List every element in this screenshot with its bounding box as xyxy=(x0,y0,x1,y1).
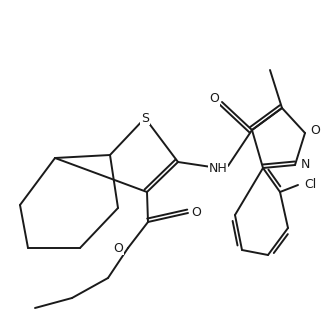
Text: O: O xyxy=(113,241,123,254)
Text: N: N xyxy=(300,158,310,171)
Text: Cl: Cl xyxy=(304,178,316,191)
Text: S: S xyxy=(141,112,149,125)
Text: NH: NH xyxy=(209,162,227,175)
Text: O: O xyxy=(209,93,219,106)
Text: O: O xyxy=(310,123,320,136)
Text: O: O xyxy=(191,206,201,219)
